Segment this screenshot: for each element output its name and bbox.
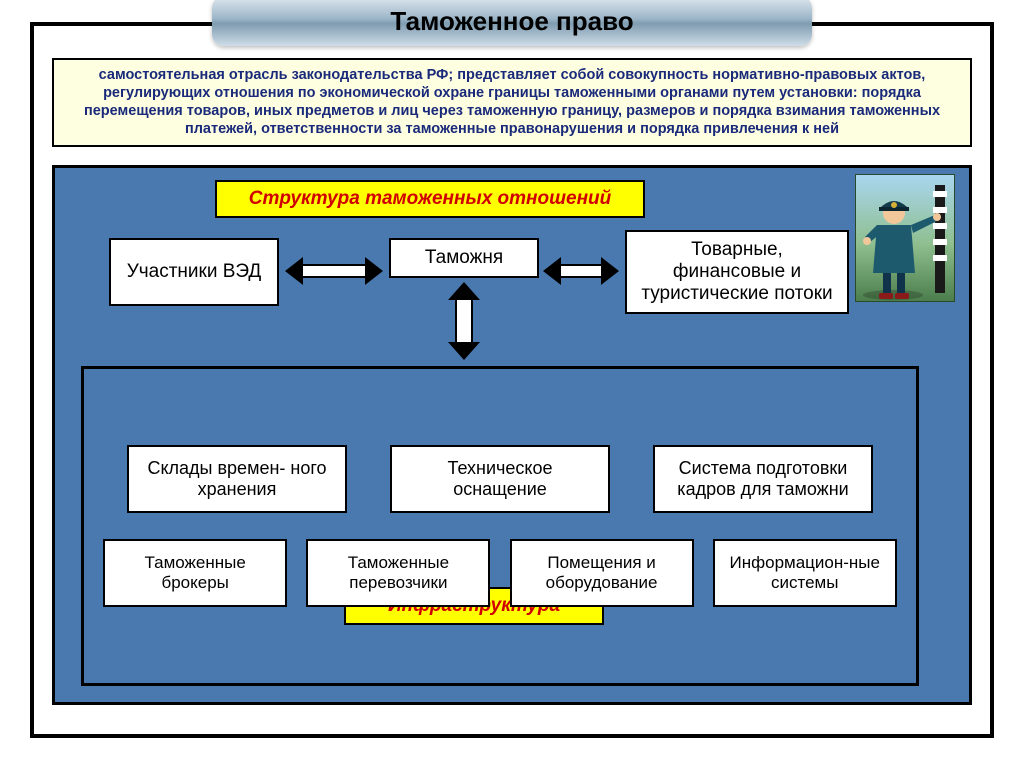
infra-item: Помещения и оборудование <box>510 539 694 607</box>
infra-row-2: Таможенные брокеры Таможенные перевозчик… <box>84 539 916 607</box>
diagram-area: Структура таможенных отношений Участники… <box>52 165 972 705</box>
node-participants: Участники ВЭД <box>109 238 279 306</box>
slide-title-text: Таможенное право <box>390 6 633 37</box>
node-flows: Товарные, финансовые и туристические пот… <box>625 230 849 314</box>
arrow-v-down <box>455 298 473 344</box>
arrow-h-left <box>301 264 367 278</box>
arrow-h-right <box>559 264 603 278</box>
section-title-structure: Структура таможенных отношений <box>215 180 645 218</box>
infra-item: Таможенные брокеры <box>103 539 287 607</box>
infra-row-1: Склады времен- ного хранения Техническое… <box>84 445 916 513</box>
slide-frame: Таможенное право самостоятельная отрасль… <box>30 22 994 738</box>
infrastructure-panel: Инфраструктура Склады времен- ного хране… <box>81 366 919 686</box>
infra-item: Склады времен- ного хранения <box>127 445 347 513</box>
node-customs: Таможня <box>389 238 539 278</box>
infra-item: Техническое оснащение <box>390 445 610 513</box>
officer-illustration <box>855 174 955 302</box>
intro-definition: самостоятельная отрасль законодательства… <box>52 58 972 147</box>
infra-item: Таможенные перевозчики <box>306 539 490 607</box>
infra-item: Система подготовки кадров для таможни <box>653 445 873 513</box>
slide-title: Таможенное право <box>212 0 812 46</box>
infra-item: Информацион-ные системы <box>713 539 897 607</box>
